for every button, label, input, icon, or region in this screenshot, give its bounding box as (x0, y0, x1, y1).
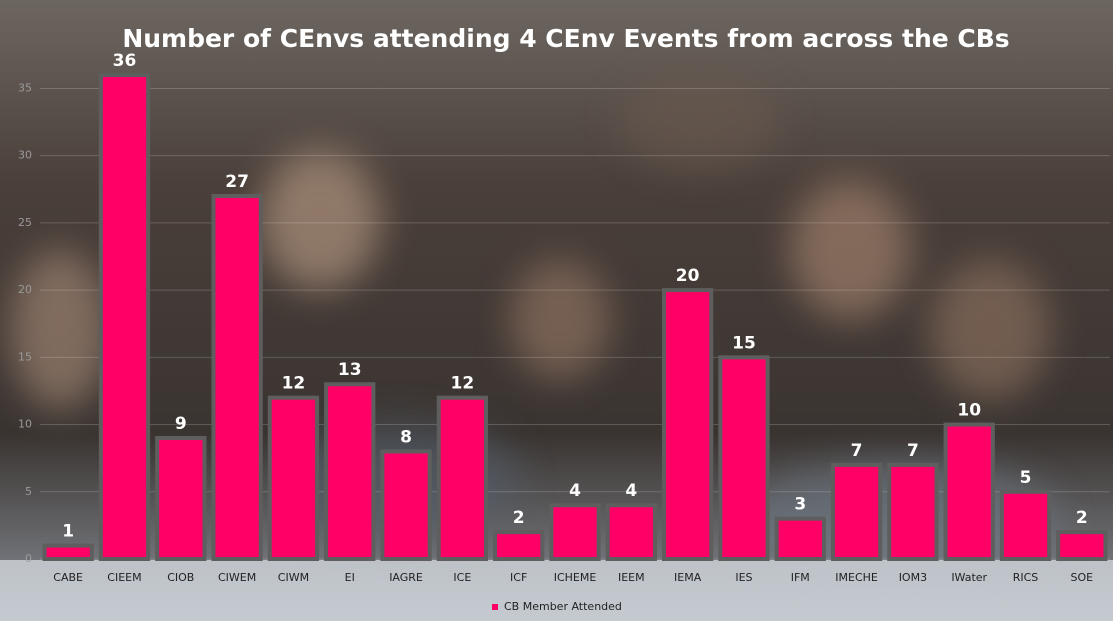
chart: Number of CEnvs attending 4 CEnv Events … (0, 0, 1113, 621)
data-label: 2 (513, 508, 525, 528)
bar (45, 546, 92, 559)
y-tick-label: 30 (18, 149, 32, 162)
bar (270, 398, 317, 559)
data-label: 3 (794, 495, 806, 515)
bar (101, 75, 148, 559)
data-label: 15 (732, 333, 756, 353)
bar (1058, 532, 1105, 559)
x-tick-label: IWater (951, 571, 987, 584)
bar (551, 505, 598, 559)
bar (382, 451, 429, 559)
y-tick-label: 20 (18, 283, 32, 296)
x-tick-label: EI (345, 571, 355, 584)
x-tick-label: CIWM (278, 571, 309, 584)
data-label: 27 (225, 172, 249, 192)
bar (946, 425, 993, 559)
bar (157, 438, 204, 559)
data-label: 20 (676, 266, 700, 286)
data-label: 12 (451, 374, 475, 394)
x-tick-label: ICE (453, 571, 471, 584)
data-label: 36 (113, 51, 137, 71)
x-tick-label: CABE (53, 571, 83, 584)
data-label: 1 (62, 522, 74, 542)
data-label: 4 (625, 481, 637, 501)
bar (326, 384, 373, 559)
data-label: 7 (851, 441, 863, 461)
x-tick-label: CIWEM (218, 571, 256, 584)
data-label: 9 (175, 414, 187, 434)
x-tick-label: IEEM (618, 571, 645, 584)
bar (213, 196, 260, 559)
bar (664, 290, 711, 559)
x-tick-label: CIEEM (107, 571, 141, 584)
data-label: 13 (338, 360, 362, 380)
x-tick-label: SOE (1071, 571, 1094, 584)
x-tick-label: ICHEME (554, 571, 597, 584)
legend-label: CB Member Attended (504, 600, 622, 613)
data-label: 8 (400, 427, 412, 447)
data-label: 5 (1020, 468, 1032, 488)
legend-marker (492, 604, 498, 610)
bar (777, 519, 824, 559)
x-tick-label: IOM3 (899, 571, 927, 584)
bar (720, 357, 767, 559)
bar (608, 505, 655, 559)
x-tick-label: IES (735, 571, 752, 584)
y-tick-label: 25 (18, 216, 32, 229)
chart-title: Number of CEnvs attending 4 CEnv Events … (122, 24, 1009, 53)
bar (439, 398, 486, 559)
x-tick-label: IEMA (674, 571, 702, 584)
data-label: 2 (1076, 508, 1088, 528)
y-tick-label: 15 (18, 350, 32, 363)
bar (495, 532, 542, 559)
x-tick-label: ICF (510, 571, 527, 584)
x-tick-label: CIOB (167, 571, 194, 584)
data-label: 12 (282, 374, 306, 394)
bar (833, 465, 880, 559)
y-tick-label: 10 (18, 418, 32, 431)
y-tick-label: 5 (25, 485, 32, 498)
data-label: 10 (957, 401, 981, 421)
x-tick-label: RICS (1013, 571, 1039, 584)
x-tick-label: IAGRE (389, 571, 423, 584)
data-label: 7 (907, 441, 919, 461)
bar (1002, 492, 1049, 559)
bar (889, 465, 936, 559)
y-tick-label: 0 (25, 552, 32, 565)
y-tick-label: 35 (18, 81, 32, 94)
x-tick-label: IMECHE (835, 571, 878, 584)
x-tick-label: IFM (791, 571, 810, 584)
data-label: 4 (569, 481, 581, 501)
